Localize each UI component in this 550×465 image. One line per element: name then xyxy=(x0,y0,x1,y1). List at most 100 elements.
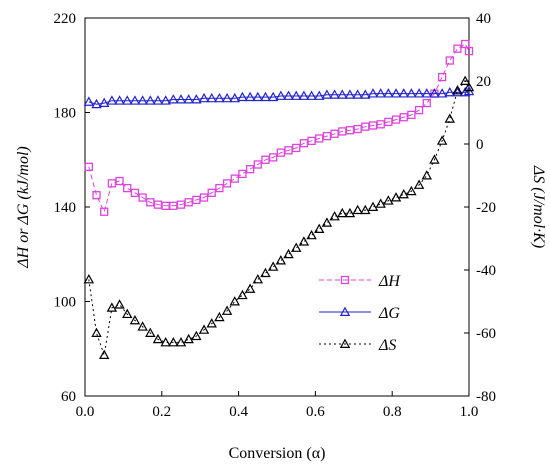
data-point xyxy=(307,136,316,146)
data-point xyxy=(267,261,279,271)
data-point xyxy=(344,207,356,218)
y-right-tick-label: 0 xyxy=(476,137,484,153)
data-point xyxy=(361,122,370,131)
data-point xyxy=(122,308,133,319)
data-point xyxy=(453,44,462,53)
data-point xyxy=(314,223,325,234)
y-right-axis-title: ΔS (J/mol·K) xyxy=(530,165,547,248)
data-point xyxy=(436,88,448,98)
data-point xyxy=(168,337,179,347)
data-point xyxy=(183,333,194,344)
data-point xyxy=(229,296,240,306)
data-point xyxy=(130,188,140,197)
data-point xyxy=(391,115,401,124)
data-point xyxy=(145,95,156,105)
data-point xyxy=(106,302,118,312)
data-point xyxy=(321,89,333,99)
data-point xyxy=(421,170,432,180)
legend-marker xyxy=(339,338,351,348)
data-point xyxy=(376,120,385,129)
x-tick-label: 0.6 xyxy=(306,404,325,420)
data-point xyxy=(337,89,348,99)
data-point xyxy=(152,333,164,344)
data-point xyxy=(321,217,333,227)
data-point xyxy=(206,318,217,328)
series-layer xyxy=(83,39,475,360)
data-point xyxy=(375,88,386,98)
data-point xyxy=(299,139,309,148)
x-tick-label: 0.8 xyxy=(383,404,402,420)
data-point xyxy=(413,88,425,98)
y-left-tick-label: 140 xyxy=(54,200,77,216)
data-point xyxy=(161,201,170,210)
y-right-tick-label: -20 xyxy=(476,200,496,216)
data-point xyxy=(129,95,141,105)
data-point xyxy=(199,193,209,202)
data-point xyxy=(407,110,416,120)
data-point xyxy=(214,311,225,322)
data-point xyxy=(114,95,125,105)
data-point xyxy=(283,90,294,100)
data-point xyxy=(153,200,163,209)
data-point xyxy=(338,127,347,136)
data-point xyxy=(214,92,225,103)
x-tick-label: 1.0 xyxy=(460,404,479,420)
data-point xyxy=(306,229,317,240)
data-point xyxy=(399,113,408,122)
data-point xyxy=(398,88,409,98)
data-point xyxy=(464,46,474,56)
legend-label: ΔH xyxy=(378,273,401,290)
data-point xyxy=(115,176,124,186)
data-point xyxy=(290,242,302,252)
y-left-tick-label: 220 xyxy=(54,11,77,27)
data-point xyxy=(221,92,233,103)
data-point xyxy=(367,201,379,211)
data-point xyxy=(353,124,362,134)
data-point xyxy=(183,94,194,104)
data-point xyxy=(375,198,386,208)
data-point xyxy=(368,121,378,130)
data-point xyxy=(198,324,210,334)
data-point xyxy=(107,179,117,188)
data-point xyxy=(238,169,247,179)
data-point xyxy=(129,314,141,325)
data-point xyxy=(260,91,271,102)
data-point xyxy=(191,94,202,104)
data-point xyxy=(91,327,102,337)
data-point xyxy=(92,191,101,200)
plot-frame xyxy=(84,17,470,397)
data-point xyxy=(275,255,287,265)
data-point xyxy=(252,274,264,284)
y-right-tick-label: -40 xyxy=(476,263,496,279)
legend: ΔH ΔG ΔS xyxy=(319,273,401,354)
data-point xyxy=(252,91,264,102)
data-point xyxy=(237,91,248,102)
data-point xyxy=(390,192,402,202)
data-point xyxy=(168,94,179,104)
data-point xyxy=(390,88,402,98)
series-line xyxy=(88,80,470,356)
data-point xyxy=(230,174,239,183)
data-point xyxy=(176,200,186,209)
series-2 xyxy=(83,75,475,360)
data-point xyxy=(261,155,270,164)
data-point xyxy=(184,198,193,207)
data-point xyxy=(192,195,201,205)
data-point xyxy=(267,91,279,102)
data-point xyxy=(207,188,216,197)
x-axis-ticks: 0.0 0.2 0.4 0.6 0.8 1.0 xyxy=(76,391,479,420)
data-point xyxy=(245,165,255,174)
data-point xyxy=(215,183,224,193)
data-point xyxy=(383,195,394,205)
data-point xyxy=(221,305,233,315)
data-point xyxy=(91,98,102,109)
data-point xyxy=(406,88,417,98)
data-point xyxy=(175,337,187,347)
data-point xyxy=(229,92,240,103)
y-right-axis-ticks: -80 -60 -40 -20 0 20 40 xyxy=(464,11,496,405)
data-point xyxy=(315,134,324,143)
legend-marker xyxy=(340,275,350,285)
data-point xyxy=(98,97,110,108)
data-point xyxy=(145,327,156,337)
